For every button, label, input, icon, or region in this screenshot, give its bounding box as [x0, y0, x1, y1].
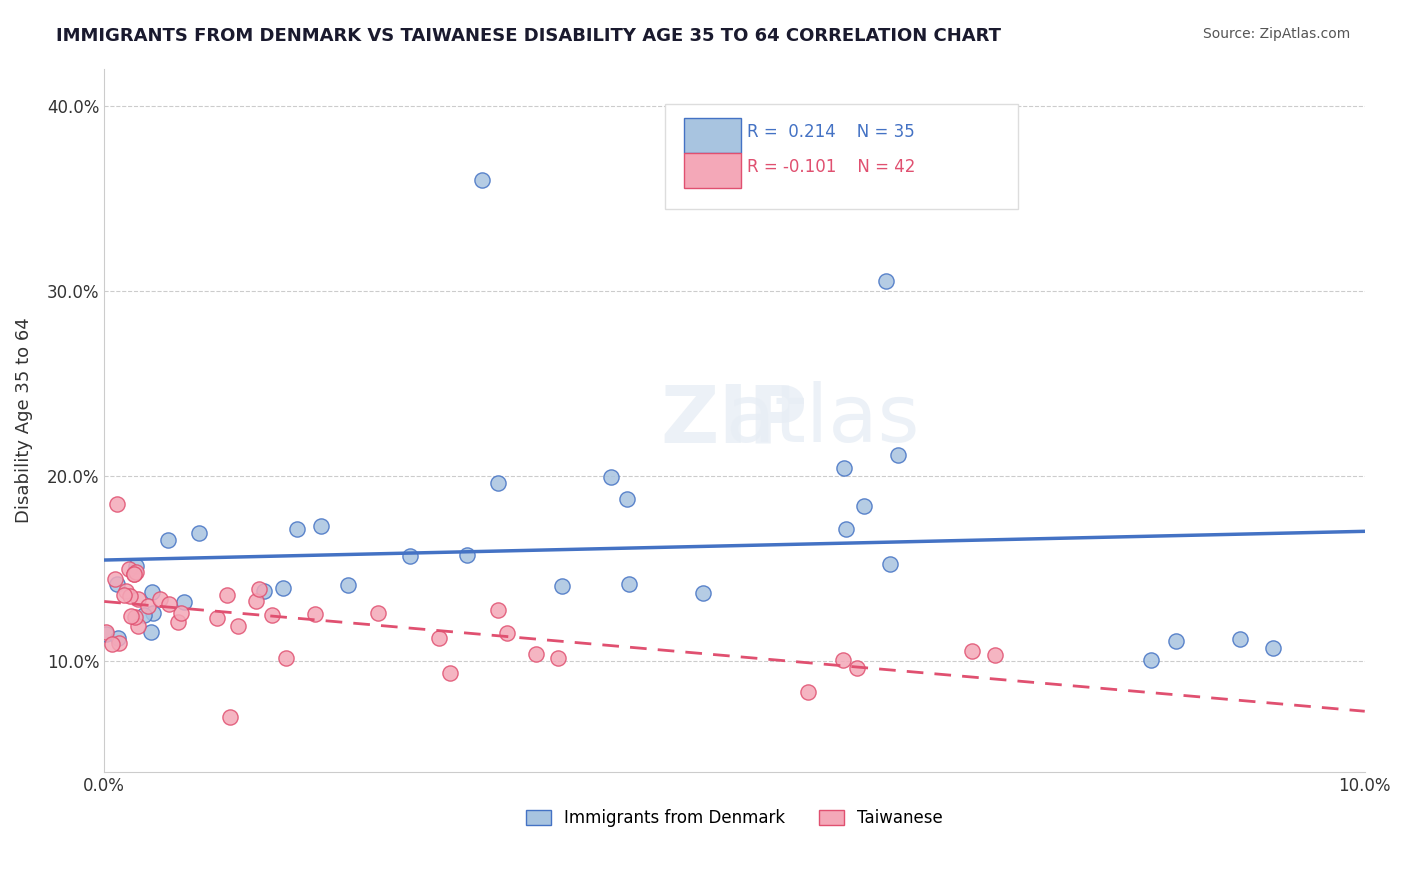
Point [486, 476, 509, 491]
Point [427, 631, 450, 645]
Point [100, 637, 122, 651]
Point [471, 172, 494, 186]
FancyBboxPatch shape [665, 103, 1018, 210]
Point [439, 666, 461, 681]
Point [142, 606, 165, 620]
Point [274, 650, 297, 665]
Point [136, 599, 159, 614]
Point [157, 533, 180, 548]
Point [127, 618, 149, 632]
Point [149, 592, 172, 607]
Text: R =  0.214    N = 35: R = 0.214 N = 35 [747, 123, 915, 141]
Point [169, 607, 191, 621]
Text: Source: ZipAtlas.com: Source: ZipAtlas.com [1202, 27, 1350, 41]
Point [960, 644, 983, 658]
Point [835, 522, 858, 536]
Point [122, 566, 145, 581]
Point [619, 577, 641, 591]
Point [134, 607, 156, 622]
Point [120, 589, 142, 603]
Point [260, 607, 283, 622]
Point [1229, 632, 1251, 646]
Point [245, 594, 267, 608]
Point [124, 610, 146, 624]
Text: IMMIGRANTS FROM DENMARK VS TAIWANESE DISABILITY AGE 35 TO 64 CORRELATION CHART: IMMIGRANTS FROM DENMARK VS TAIWANESE DIS… [56, 27, 1001, 45]
Point [226, 619, 249, 633]
Point [496, 625, 519, 640]
Point [616, 491, 638, 506]
Point [173, 595, 195, 609]
Point [247, 582, 270, 596]
Point [188, 525, 211, 540]
Point [125, 565, 148, 579]
Point [107, 636, 129, 650]
Point [141, 624, 163, 639]
Point [887, 448, 910, 462]
FancyBboxPatch shape [685, 153, 741, 188]
Point [105, 577, 128, 591]
Point [103, 573, 125, 587]
Point [486, 602, 509, 616]
Point [219, 709, 242, 723]
Point [367, 607, 389, 621]
Point [852, 499, 875, 513]
Point [285, 522, 308, 536]
Point [215, 589, 238, 603]
Point [141, 584, 163, 599]
Point [127, 592, 149, 607]
Point [118, 562, 141, 576]
Point [271, 581, 294, 595]
Point [115, 584, 138, 599]
Point [797, 684, 820, 698]
FancyBboxPatch shape [685, 118, 741, 153]
Point [336, 578, 359, 592]
Point [105, 497, 128, 511]
Point [122, 567, 145, 582]
Point [875, 275, 897, 289]
Legend: Immigrants from Denmark, Taiwanese: Immigrants from Denmark, Taiwanese [519, 803, 949, 834]
Point [124, 558, 146, 573]
Point [832, 653, 855, 667]
Text: atlas: atlas [725, 381, 920, 459]
Point [879, 557, 901, 571]
Point [120, 608, 142, 623]
Point [1164, 634, 1187, 648]
Point [526, 647, 548, 661]
Point [692, 586, 714, 600]
Point [94, 627, 117, 641]
Point [846, 661, 869, 675]
Point [94, 625, 117, 640]
Point [167, 615, 190, 629]
Text: ZIP: ZIP [661, 381, 808, 459]
Point [547, 651, 569, 665]
Point [253, 584, 276, 599]
Point [550, 579, 572, 593]
Point [157, 597, 180, 611]
Point [304, 607, 326, 622]
Point [107, 631, 129, 645]
Point [600, 470, 623, 484]
Point [205, 611, 228, 625]
Point [112, 588, 135, 602]
Point [983, 648, 1005, 663]
Point [832, 460, 855, 475]
Point [309, 518, 332, 533]
Point [399, 549, 422, 563]
Point [1261, 640, 1284, 655]
Point [1140, 652, 1163, 666]
Point [456, 548, 478, 562]
Text: R = -0.101    N = 42: R = -0.101 N = 42 [747, 158, 915, 176]
Y-axis label: Disability Age 35 to 64: Disability Age 35 to 64 [15, 318, 32, 524]
